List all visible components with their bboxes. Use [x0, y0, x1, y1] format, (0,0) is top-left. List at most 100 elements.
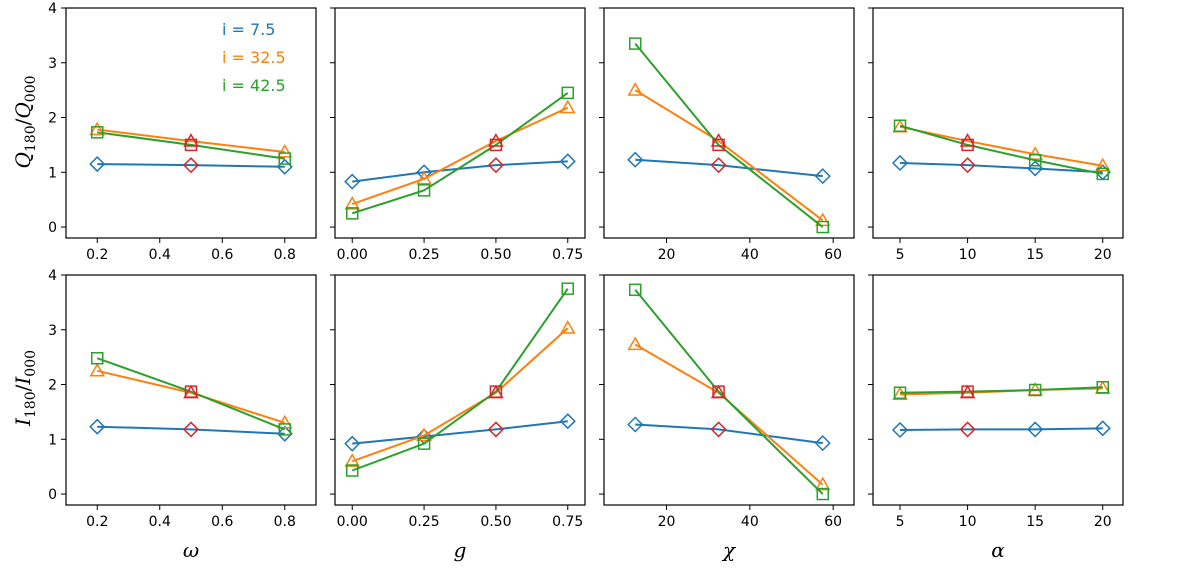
panel-5: 0.00 0.25 0.50 0.75 g	[330, 274, 586, 562]
x-axis-label: g	[454, 538, 467, 562]
y-tick-label: 4	[48, 1, 57, 17]
data-point	[344, 173, 361, 190]
highlight-point	[712, 138, 725, 152]
series-line-0	[97, 425, 285, 435]
data-point	[89, 121, 106, 136]
highlight-point	[710, 133, 727, 147]
highlight-point	[184, 138, 198, 152]
data-point	[814, 212, 831, 227]
x-tick-label: 5	[896, 247, 905, 263]
highlight-point	[710, 421, 727, 438]
series-line-1	[634, 89, 824, 222]
panel-6: 20 40 60 χ	[599, 274, 855, 562]
data-point	[891, 154, 909, 172]
data-point	[1027, 146, 1043, 160]
panel-4: 0.2 0.4 0.6 0.8 0 1 2 3 4 ω	[48, 268, 317, 562]
data-point	[559, 320, 576, 334]
x-tick-label: 15	[1026, 247, 1044, 263]
highlight-point	[488, 133, 504, 147]
data-point	[561, 282, 575, 295]
series-line-1	[899, 125, 1103, 167]
panel-2: 20 40 60	[599, 7, 855, 263]
highlight-point	[489, 138, 503, 152]
data-point	[893, 119, 907, 132]
data-point	[1096, 167, 1109, 181]
y-tick-label: 3	[48, 323, 57, 339]
series-line-2	[351, 92, 569, 215]
data-point	[1096, 381, 1109, 394]
data-point	[416, 170, 432, 185]
series-line-1	[351, 106, 569, 205]
series-line-2	[634, 42, 824, 228]
panel-frame	[65, 7, 317, 239]
panel-frame	[65, 274, 317, 506]
data-point	[276, 144, 293, 158]
data-point	[629, 283, 642, 297]
series-line-1	[351, 327, 569, 463]
y-tick-label: 2	[48, 111, 57, 127]
x-tick-label: 20	[1094, 514, 1112, 530]
highlight-point	[487, 157, 504, 174]
y-tick-label: 1	[48, 432, 57, 448]
panel-frame	[334, 7, 586, 239]
x-tick-label: 15	[1026, 514, 1044, 530]
x-tick-label: 0.2	[86, 247, 108, 263]
x-tick-label: 60	[824, 514, 842, 530]
panel-7: 5 10 15 20 α	[868, 274, 1124, 562]
x-tick-label: 20	[658, 247, 676, 263]
data-point	[416, 427, 432, 442]
x-tick-label: 0.4	[149, 514, 171, 530]
x-tick-label: 0.4	[149, 247, 171, 263]
data-point	[344, 453, 361, 467]
highlight-point	[712, 385, 725, 398]
x-tick-label: 40	[741, 514, 759, 530]
data-point	[276, 414, 293, 429]
data-point	[344, 435, 361, 452]
series-line-0	[352, 420, 568, 445]
panel-1: 0.00 0.25 0.50 0.75	[330, 7, 586, 263]
highlight-point	[959, 133, 976, 147]
x-tick-label: 20	[658, 514, 676, 530]
highlight-point	[183, 133, 199, 147]
data-point	[627, 151, 644, 168]
series-line-0	[900, 427, 1103, 431]
y-tick-label: 4	[48, 268, 57, 284]
highlight-point	[184, 385, 198, 398]
data-point	[344, 196, 361, 210]
panel-3: 5 10 15 20	[868, 7, 1124, 263]
x-tick-label: 0.50	[480, 514, 511, 530]
y-tick-label: 0	[48, 487, 57, 503]
highlight-point	[182, 157, 200, 174]
x-tick-label: 0.00	[337, 247, 368, 263]
series-line-1	[634, 343, 824, 486]
x-tick-label: 0.2	[86, 514, 108, 530]
data-point	[89, 156, 106, 173]
ylabel-bottom: I180/I000	[11, 350, 39, 427]
series-line-1	[97, 369, 286, 424]
x-tick-label: 0.8	[274, 514, 296, 530]
data-point	[893, 386, 907, 399]
data-point	[627, 82, 644, 96]
panel-frame	[872, 7, 1124, 239]
series-line-2	[634, 289, 824, 495]
data-point	[559, 153, 576, 170]
x-tick-label: 0.75	[552, 514, 583, 530]
data-point	[91, 351, 104, 365]
data-point	[816, 220, 829, 234]
data-point	[278, 152, 291, 165]
series-line-2	[96, 357, 286, 431]
data-point	[1028, 383, 1042, 397]
data-point	[91, 126, 104, 139]
x-tick-label: 0.75	[552, 247, 583, 263]
panel-frame	[603, 7, 855, 239]
x-tick-label: 10	[959, 514, 977, 530]
series-line-2	[351, 288, 569, 472]
x-tick-label: 0.00	[337, 514, 368, 530]
series-line-0	[635, 423, 823, 445]
data-point	[1094, 157, 1111, 172]
x-tick-label: 0.25	[408, 247, 439, 263]
panel-0: 0.2 0.4 0.6 0.8 0 1 2 3 4	[48, 1, 317, 263]
x-tick-label: 0.6	[211, 247, 233, 263]
series-line-0	[352, 160, 568, 183]
